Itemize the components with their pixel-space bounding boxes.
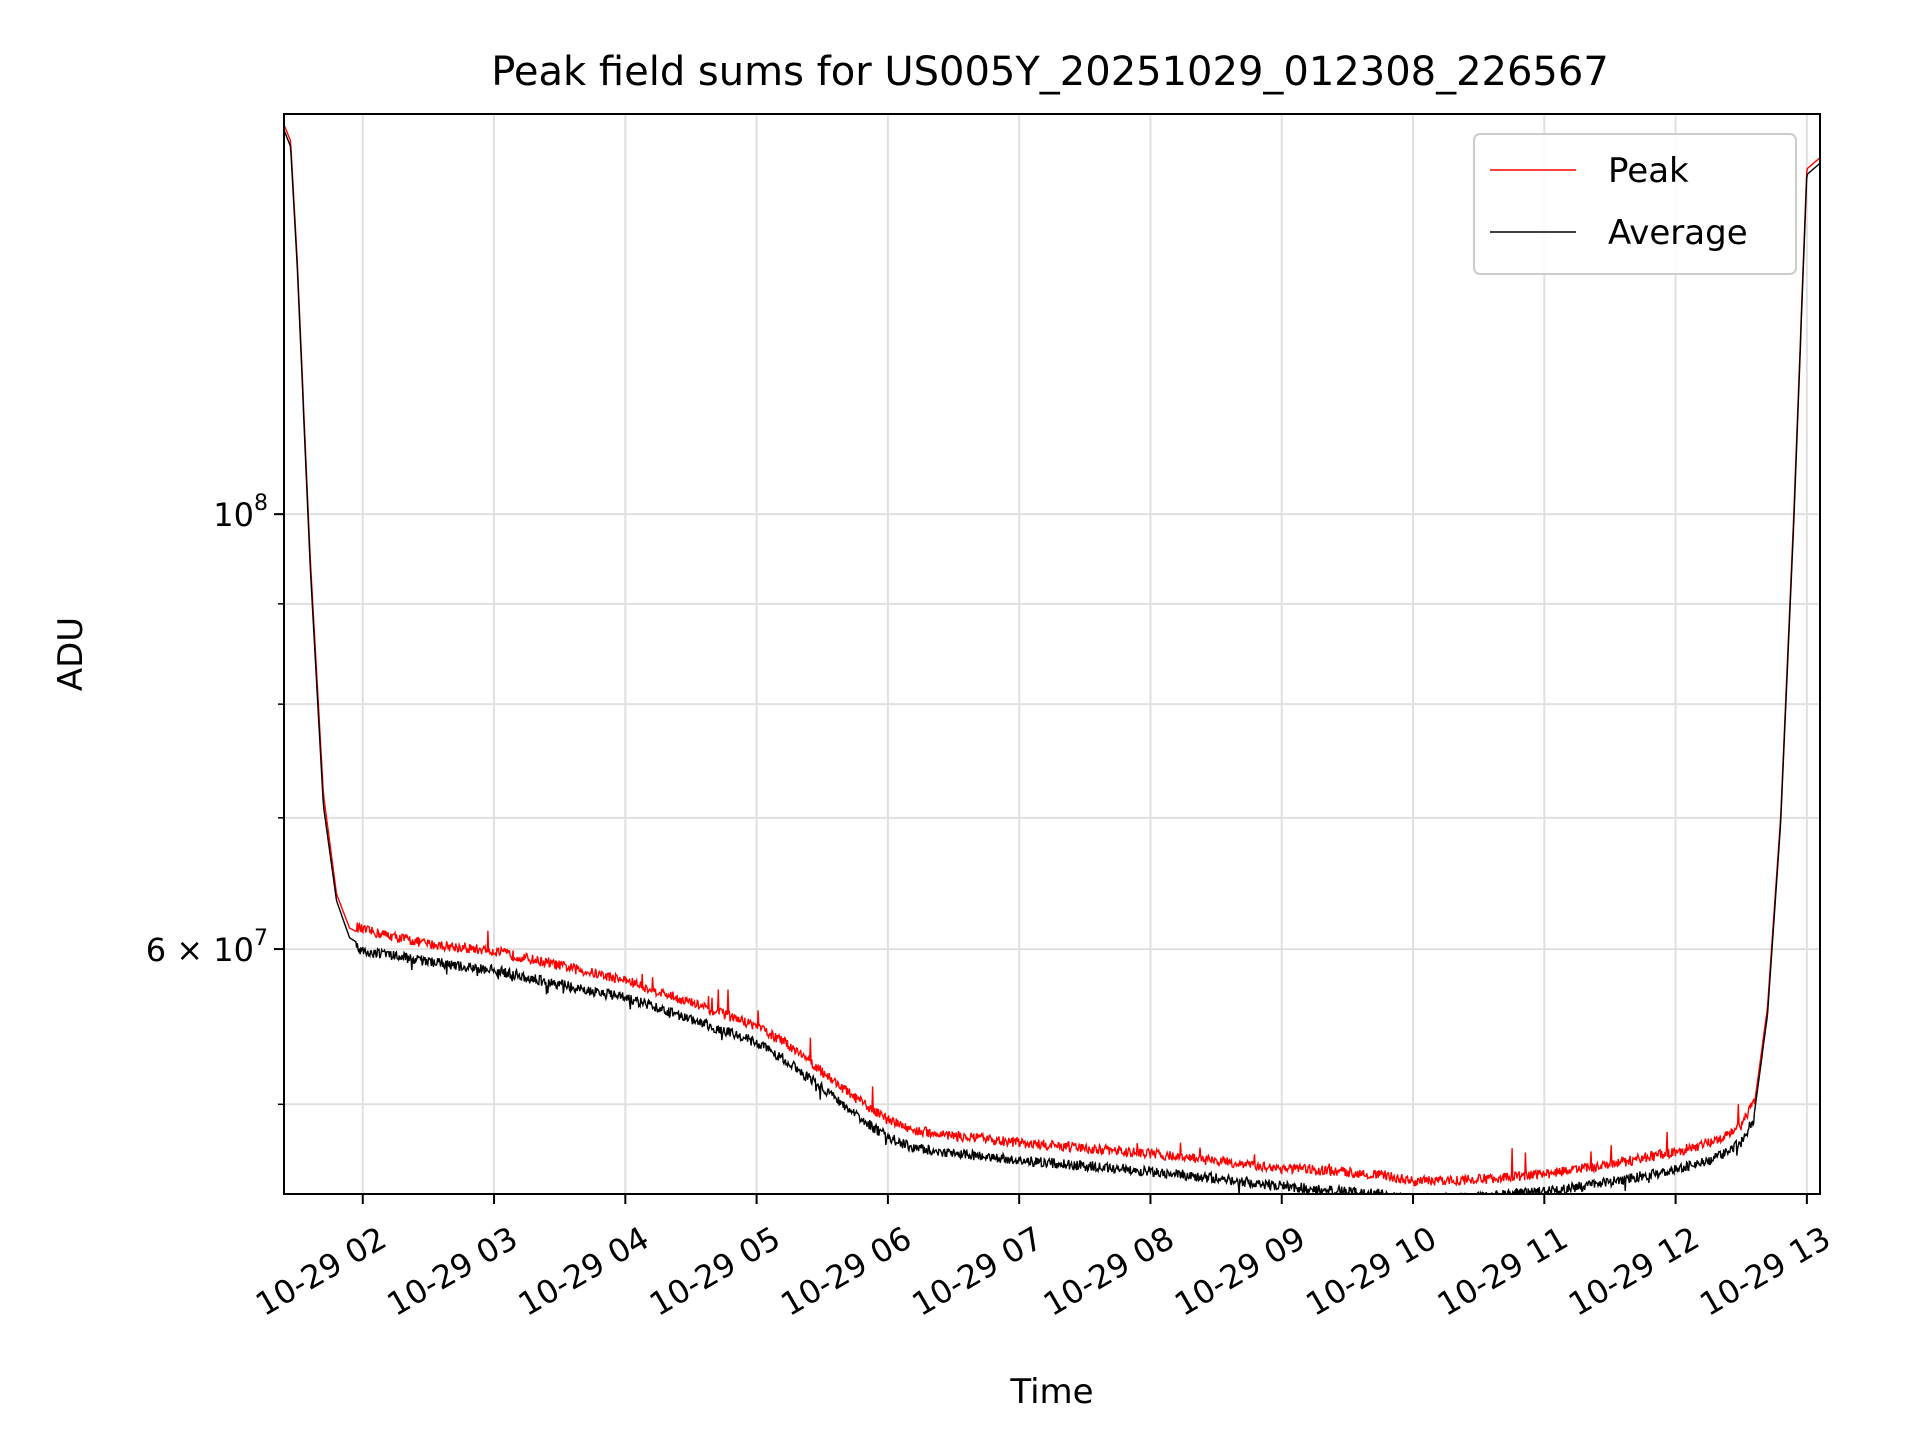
series-line-peak bbox=[284, 124, 1820, 1187]
legend-label-peak: Peak bbox=[1608, 151, 1689, 191]
chart-title: Peak field sums for US005Y_20251029_0123… bbox=[491, 49, 1609, 95]
y-tick-label: 108 bbox=[213, 491, 268, 534]
legend: Peak Average bbox=[1473, 133, 1797, 275]
series-line-average bbox=[284, 129, 1820, 1194]
y-axis-label: ADU bbox=[51, 617, 91, 691]
legend-label-average: Average bbox=[1608, 213, 1748, 253]
legend-box bbox=[1473, 133, 1797, 275]
grid bbox=[284, 114, 1820, 1194]
y-tick-label: 6 × 107 bbox=[146, 926, 268, 969]
plot-frame bbox=[283, 113, 1821, 1195]
x-axis-label: Time bbox=[1009, 1372, 1093, 1412]
